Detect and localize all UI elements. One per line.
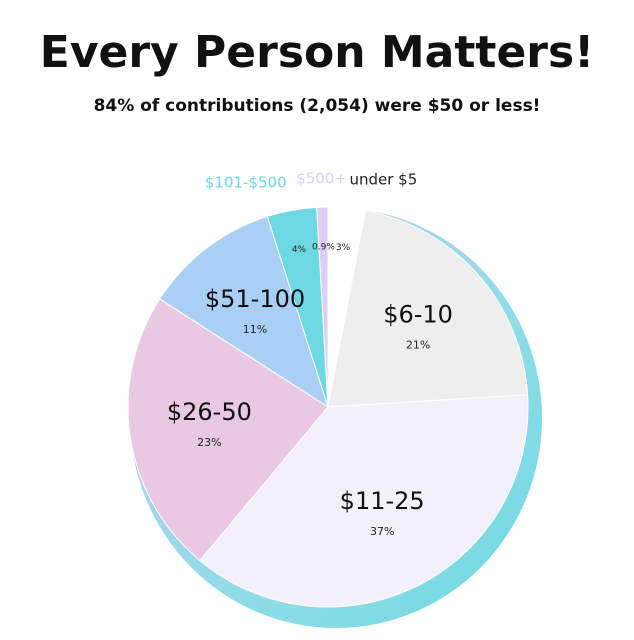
- slice-label: under $5: [349, 171, 417, 189]
- value-label: 11%: [243, 323, 267, 336]
- pie-slice: [327, 209, 529, 408]
- slice-label: $101-$500: [205, 173, 287, 191]
- slice-label: $51-100: [205, 285, 305, 313]
- value-label: 37%: [370, 525, 394, 538]
- pie-slice: [199, 394, 529, 608]
- slice-label: $26-50: [167, 398, 252, 426]
- chart-subtitle: 84% of contributions (2,054) were $50 or…: [94, 96, 541, 116]
- slice-label: $6-10: [383, 301, 453, 329]
- value-label: 0.9%: [312, 243, 335, 253]
- value-label: 4%: [292, 245, 307, 255]
- slice-label: $500+: [296, 170, 347, 188]
- value-label: 21%: [406, 339, 430, 352]
- pie-slice: [316, 206, 329, 408]
- chart-title: Every Person Matters!: [40, 27, 594, 78]
- value-label: 23%: [197, 436, 221, 449]
- pie-slice: [127, 298, 329, 562]
- slice-label: $11-25: [340, 487, 425, 515]
- value-label: 3%: [336, 243, 351, 253]
- pie-slice: [159, 215, 329, 409]
